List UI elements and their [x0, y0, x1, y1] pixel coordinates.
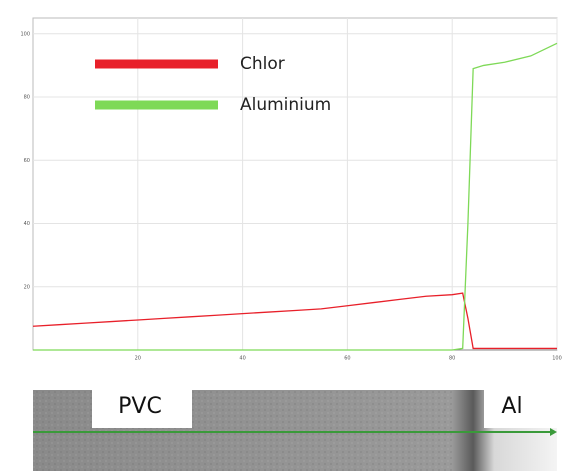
x-tick-label: 100: [552, 356, 562, 362]
x-tick-label: 40: [239, 356, 245, 362]
label-box: [92, 386, 192, 428]
x-tick-label: 60: [344, 356, 350, 362]
image-label: PVC: [118, 394, 162, 419]
x-tick-label: 80: [449, 356, 455, 362]
series-line: [32, 292, 557, 350]
scan-arrow: [550, 428, 557, 436]
label-box: [484, 386, 557, 428]
image-label: Al: [501, 394, 522, 419]
y-tick-label: 100: [20, 31, 30, 37]
series-line: [33, 42, 558, 351]
y-tick-label: 60: [24, 158, 30, 164]
micrograph: PVC Al: [33, 386, 557, 471]
legend-label: Aluminium: [240, 95, 331, 115]
y-tick-label: 80: [24, 95, 30, 101]
x-tick-label: 20: [135, 356, 141, 362]
y-tick-label: 20: [24, 284, 30, 290]
legend-label: Chlor: [240, 54, 285, 74]
y-tick-label: 40: [24, 221, 30, 227]
